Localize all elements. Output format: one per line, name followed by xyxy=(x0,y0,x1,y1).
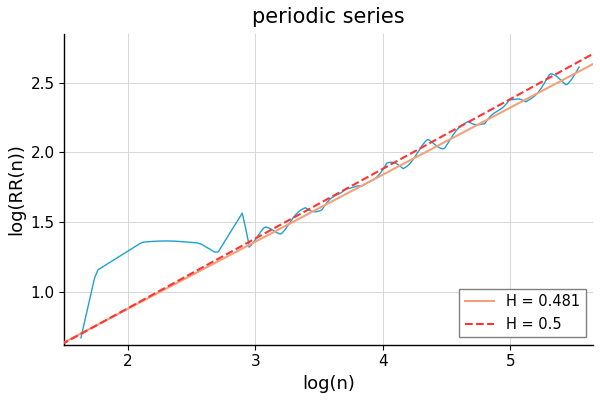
X-axis label: log(n): log(n) xyxy=(302,375,355,393)
Legend: H = 0.481, H = 0.5: H = 0.481, H = 0.5 xyxy=(459,288,586,338)
Title: periodic series: periodic series xyxy=(253,7,405,27)
Y-axis label: log(RR(n)): log(RR(n)) xyxy=(7,144,25,235)
